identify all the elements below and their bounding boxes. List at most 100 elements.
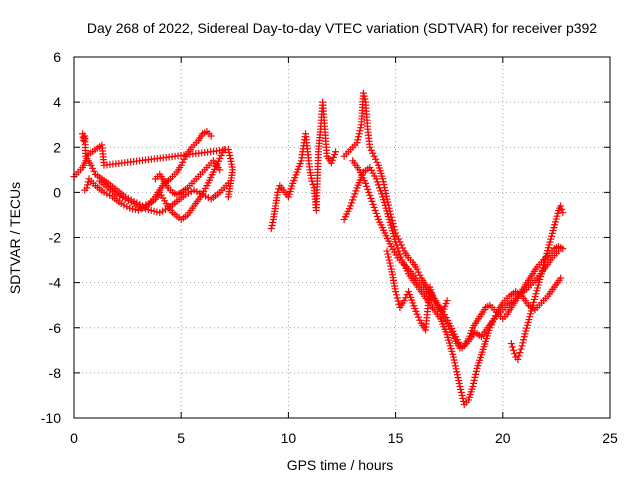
- series-a: [70, 127, 215, 210]
- data-point: [511, 350, 519, 358]
- data-point: [360, 92, 368, 100]
- x-axis-label: GPS time / hours: [287, 457, 394, 473]
- data-point: [414, 268, 422, 276]
- series-g: [340, 89, 567, 352]
- data-point: [373, 178, 381, 186]
- data-point: [84, 181, 92, 189]
- data-point: [416, 271, 424, 279]
- series-b: [81, 146, 228, 223]
- data-point: [348, 199, 356, 207]
- chart-title: Day 268 of 2022, Sidereal Day-to-day VTE…: [87, 20, 597, 36]
- data-point: [459, 394, 467, 402]
- data-point: [369, 200, 377, 208]
- y-tick-labels: -10 -8 -6 -4 -2 0 2 4 6: [41, 49, 61, 426]
- x-tick-labels: 0 5 10 15 20 25: [70, 430, 618, 446]
- series-f: [267, 98, 340, 232]
- data-point: [351, 190, 359, 198]
- data-point: [367, 194, 375, 202]
- data-point: [508, 343, 516, 351]
- series-j: [383, 247, 451, 334]
- series-e: [79, 130, 237, 201]
- data-point: [368, 197, 376, 205]
- y-tick-label: -10: [41, 410, 61, 426]
- data-point: [367, 146, 375, 154]
- data-point: [414, 313, 422, 321]
- data-point: [179, 158, 187, 166]
- data-point: [518, 342, 526, 350]
- data-point: [455, 379, 463, 387]
- data-point: [357, 124, 365, 132]
- series-i: [349, 157, 563, 352]
- data-point: [377, 187, 385, 195]
- data-point: [469, 379, 477, 387]
- data-point: [216, 155, 224, 163]
- data-point: [413, 310, 421, 318]
- data-point: [392, 238, 400, 246]
- series-k: [507, 202, 567, 363]
- data-point: [493, 309, 501, 317]
- data-point: [373, 212, 381, 220]
- data-point: [472, 367, 480, 375]
- data-point: [393, 241, 401, 249]
- data-point: [350, 193, 358, 201]
- data-point: [383, 247, 391, 255]
- data-point: [372, 175, 380, 183]
- data-point: [89, 164, 97, 172]
- data-point: [355, 130, 363, 138]
- data-point: [443, 297, 451, 305]
- x-tick-label: 0: [70, 430, 78, 446]
- x-tick-label: 5: [177, 430, 185, 446]
- data-points: [70, 89, 567, 408]
- data-point: [520, 336, 528, 344]
- data-point: [372, 155, 380, 163]
- data-point: [395, 247, 403, 255]
- data-point: [469, 382, 477, 390]
- y-tick-label: 2: [53, 139, 61, 155]
- data-point: [455, 377, 463, 385]
- data-point: [354, 133, 362, 141]
- data-point: [385, 256, 393, 264]
- data-point: [471, 373, 479, 381]
- data-point: [515, 352, 523, 360]
- data-point: [413, 265, 421, 273]
- y-tick-label: -2: [49, 230, 62, 246]
- data-point: [332, 148, 340, 156]
- data-point: [393, 294, 401, 302]
- data-point: [365, 188, 373, 196]
- data-point: [514, 355, 522, 363]
- data-point: [397, 253, 405, 261]
- series-d: [151, 157, 224, 199]
- y-tick-label: -6: [49, 320, 62, 336]
- x-tick-label: 15: [388, 430, 404, 446]
- y-tick-label: 0: [53, 184, 61, 200]
- axis-ticks: [73, 56, 611, 419]
- data-point: [472, 370, 480, 378]
- data-point: [516, 349, 524, 357]
- data-point: [558, 205, 566, 213]
- data-point: [517, 345, 525, 353]
- data-point: [557, 274, 565, 282]
- data-point: [458, 391, 466, 399]
- data-point: [224, 193, 232, 201]
- y-tick-label: 6: [53, 49, 61, 65]
- y-tick-label: -4: [49, 275, 62, 291]
- data-point: [387, 262, 395, 270]
- data-point: [369, 149, 377, 157]
- data-point: [449, 353, 457, 361]
- data-point: [416, 316, 424, 324]
- data-point: [364, 185, 372, 193]
- data-point: [470, 376, 478, 384]
- data-point: [83, 184, 91, 192]
- data-point: [177, 161, 185, 169]
- data-point: [274, 188, 282, 196]
- data-point: [267, 224, 275, 232]
- data-point: [386, 259, 394, 267]
- data-point: [507, 340, 515, 348]
- data-point: [353, 139, 361, 147]
- x-tick-label: 25: [602, 430, 618, 446]
- data-point: [87, 161, 95, 169]
- data-point: [457, 388, 465, 396]
- data-point: [374, 181, 382, 189]
- data-point: [356, 127, 364, 135]
